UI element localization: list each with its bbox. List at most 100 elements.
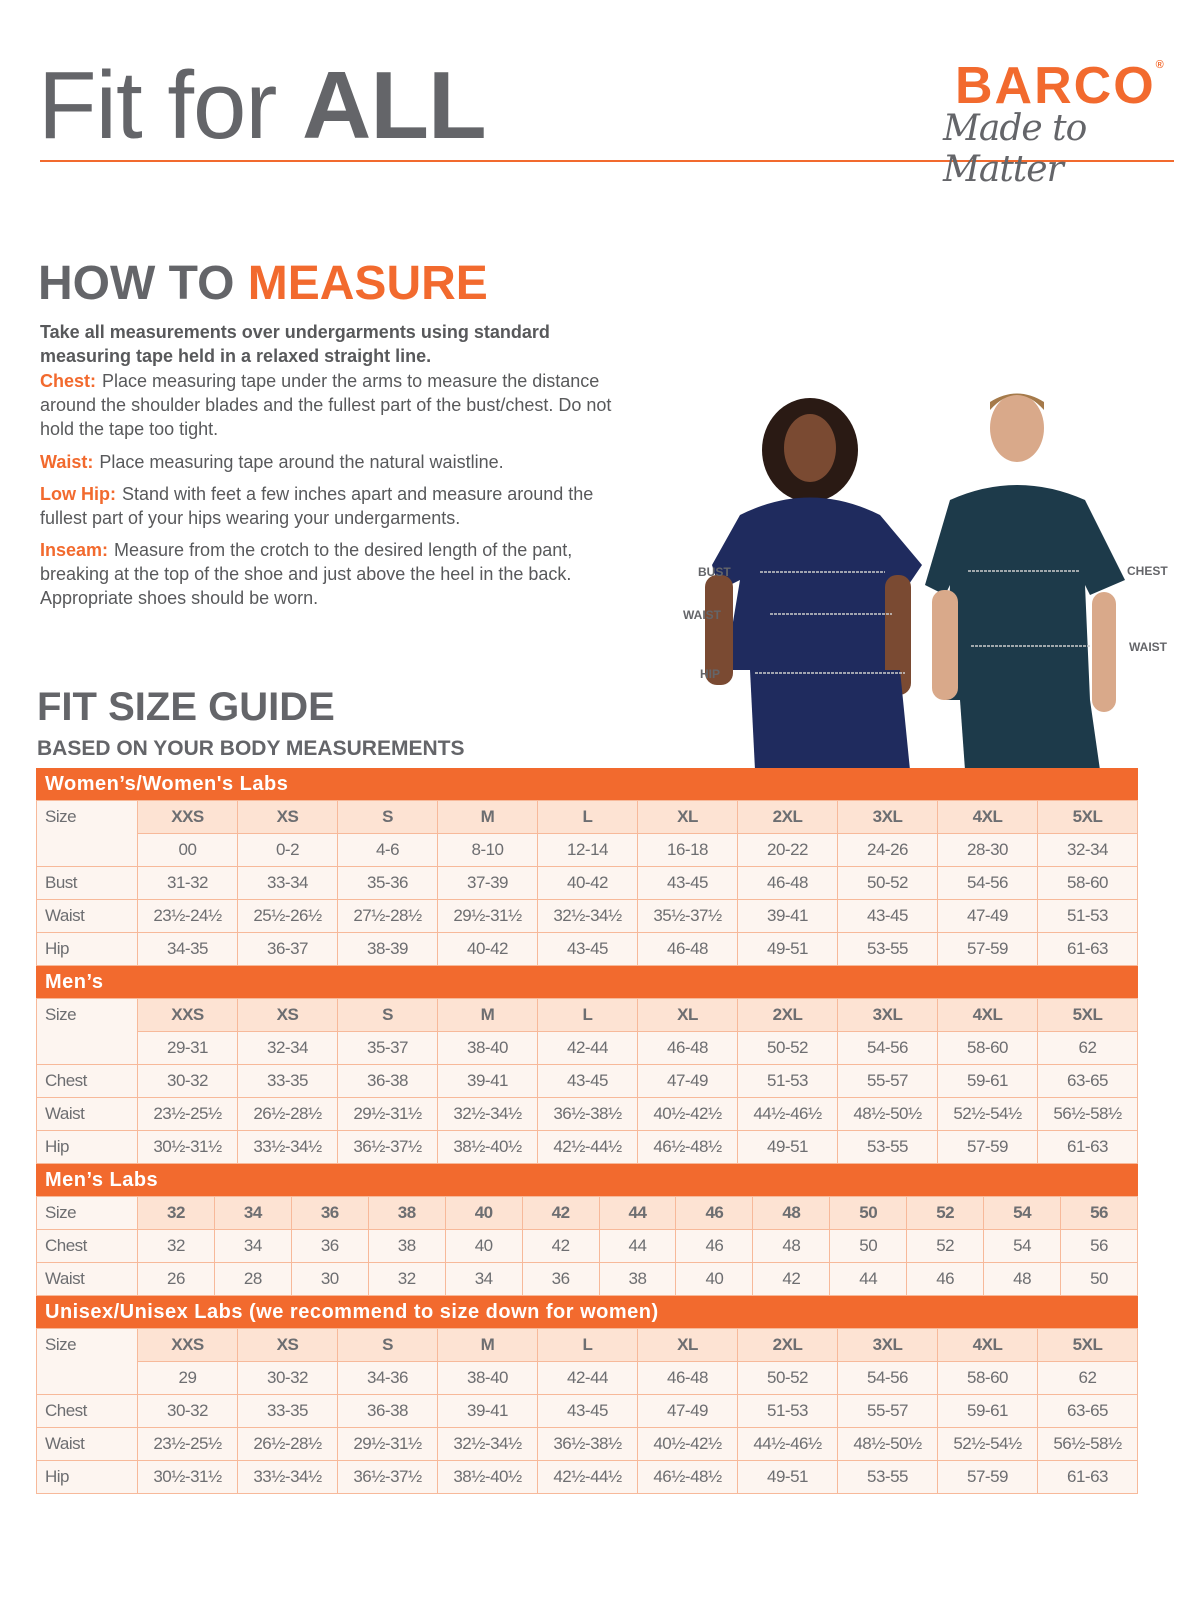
- size-header-cell: XS: [237, 998, 338, 1032]
- table-cell: 23½-24½: [137, 899, 238, 933]
- table-cell: 40-42: [537, 866, 638, 900]
- table-cell: 48½-50½: [837, 1427, 938, 1461]
- table-cell: 53-55: [837, 1130, 938, 1164]
- table-row: Chest 30-32 33-35 36-38 39-41 43-45 47-49 51-53…: [36, 1394, 1138, 1428]
- table-cell: 33½-34½: [237, 1130, 338, 1164]
- size-header-cell: 2XL: [737, 998, 838, 1032]
- table-cell: 40½-42½: [637, 1097, 738, 1131]
- numeric-size-cell: 12-14: [537, 833, 638, 867]
- models-illustration: [705, 393, 1125, 770]
- size-header-cell: 5XL: [1037, 998, 1138, 1032]
- measure-waist: Waist: Place measuring tape around the na…: [40, 452, 504, 472]
- size-table-title: Men’s Labs: [36, 1164, 1138, 1196]
- table-row: Hip 34-35 36-37 38-39 40-42 43-45 46-48 49-51 53…: [36, 932, 1138, 966]
- table-cell: 50: [1060, 1262, 1138, 1296]
- size-header-cell: 3XL: [837, 800, 938, 834]
- numeric-size-cell: 30-32: [237, 1361, 338, 1395]
- table-cell: 35½-37½: [637, 899, 738, 933]
- numeric-size-cell: 58-60: [937, 1361, 1038, 1395]
- size-header-cell: 2XL: [737, 1328, 838, 1362]
- table-cell: 49-51: [737, 1130, 838, 1164]
- size-table-title: Women’s/Women's Labs: [36, 768, 1138, 800]
- table-cell: 49-51: [737, 1460, 838, 1494]
- row-label: Waist: [36, 899, 138, 933]
- table-cell: 34: [444, 1262, 523, 1296]
- size-table: Size 32 34 36 38 40 42 44 46 48 50 52 54 56 Chest 32 34 3…: [36, 1196, 1138, 1296]
- table-cell: 38: [367, 1229, 446, 1263]
- table-cell: 39-41: [737, 899, 838, 933]
- table-cell: 33-34: [237, 866, 338, 900]
- models-figure: BUST WAIST HIP CHEST WAIST: [660, 380, 1200, 770]
- table-row: Size 32 34 36 38 40 42 44 46 48 50 52 54 56: [36, 1196, 1138, 1230]
- size-header-cell: 48: [752, 1196, 831, 1230]
- size-table: Size XXS XS S M L XL 2XL 3XL 4XL 5XL 29 30-32 34-36 38…: [36, 1328, 1138, 1494]
- table-cell: 36½-38½: [537, 1427, 638, 1461]
- header-divider: [40, 160, 1174, 162]
- size-header-cell: S: [337, 1328, 438, 1362]
- numeric-size-cell: 54-56: [837, 1361, 938, 1395]
- table-cell: 34-35: [137, 932, 238, 966]
- table-cell: 36-38: [337, 1064, 438, 1098]
- table-cell: 59-61: [937, 1064, 1038, 1098]
- how-to-measure-heading: HOW TO MEASURE: [38, 257, 488, 310]
- table-cell: 61-63: [1037, 1130, 1138, 1164]
- table-cell: 29½-31½: [337, 1097, 438, 1131]
- chest-label: CHEST: [1127, 564, 1168, 578]
- table-cell: 42: [521, 1229, 600, 1263]
- table-cell: 53-55: [837, 932, 938, 966]
- table-cell: 56: [1060, 1229, 1138, 1263]
- table-cell: 49-51: [737, 932, 838, 966]
- table-cell: 47-49: [637, 1064, 738, 1098]
- hip-label: HIP: [700, 667, 721, 681]
- numeric-size-cell: 4-6: [337, 833, 438, 867]
- table-cell: 32½-34½: [437, 1097, 538, 1131]
- table-cell: 44: [829, 1262, 908, 1296]
- size-header-cell: XS: [237, 1328, 338, 1362]
- table-cell: 63-65: [1037, 1064, 1138, 1098]
- row-label: Chest: [36, 1064, 138, 1098]
- table-row: 00 0-2 4-6 8-10 12-14 16-18 20-22 24-26 28-30 32-…: [37, 833, 1138, 867]
- measure-chest: Chest: Place measuring tape under the arm…: [40, 371, 612, 439]
- table-cell: 34: [213, 1229, 292, 1263]
- numeric-size-cell: 32-34: [237, 1031, 338, 1065]
- size-header-cell: L: [537, 1328, 638, 1362]
- size-table-title: Unisex/Unisex Labs (we recommend to size…: [36, 1296, 1138, 1328]
- size-header-cell: 4XL: [937, 1328, 1038, 1362]
- size-header-cell: S: [337, 998, 438, 1032]
- measure-intro: Take all measurements over undergarments…: [40, 322, 550, 366]
- table-cell: 30½-31½: [137, 1460, 238, 1494]
- row-label: Waist: [36, 1097, 138, 1131]
- size-header-cell: 44: [598, 1196, 677, 1230]
- table-cell: 37-39: [437, 866, 538, 900]
- table-cell: 33½-34½: [237, 1460, 338, 1494]
- table-cell: 38-39: [337, 932, 438, 966]
- table-cell: 42½-44½: [537, 1460, 638, 1494]
- table-cell: 40-42: [437, 932, 538, 966]
- table-cell: 42: [752, 1262, 831, 1296]
- table-cell: 36: [521, 1262, 600, 1296]
- table-cell: 42½-44½: [537, 1130, 638, 1164]
- table-cell: 54: [983, 1229, 1062, 1263]
- size-header-cell: XL: [637, 800, 738, 834]
- size-header-cell: XL: [637, 998, 738, 1032]
- table-row: Waist 23½-25½ 26½-28½ 29½-31½ 32½-34½ 36½-38½…: [36, 1427, 1138, 1461]
- size-header-cell: M: [437, 1328, 538, 1362]
- barco-logo: BARCO® Made to Matter: [943, 57, 1166, 191]
- table-cell: 51-53: [737, 1394, 838, 1428]
- size-header-cell: XXS: [137, 1328, 238, 1362]
- fit-size-guide-subheading: BASED ON YOUR BODY MEASUREMENTS: [37, 737, 465, 760]
- size-header-cell: L: [537, 998, 638, 1032]
- table-cell: 46-48: [737, 866, 838, 900]
- size-header-cell: 42: [521, 1196, 600, 1230]
- size-header-cell: 32: [137, 1196, 215, 1230]
- table-cell: 52½-54½: [937, 1097, 1038, 1131]
- row-label: Size: [36, 1328, 138, 1395]
- table-cell: 52: [906, 1229, 985, 1263]
- table-cell: 30-32: [137, 1394, 238, 1428]
- table-cell: 32: [137, 1229, 215, 1263]
- size-header-cell: 3XL: [837, 1328, 938, 1362]
- size-header-cell: 36: [290, 1196, 369, 1230]
- table-row: Hip 30½-31½ 33½-34½ 36½-37½ 38½-40½ 42½-44½ 46…: [36, 1130, 1138, 1164]
- table-cell: 48: [752, 1229, 831, 1263]
- size-header-cell: XL: [637, 1328, 738, 1362]
